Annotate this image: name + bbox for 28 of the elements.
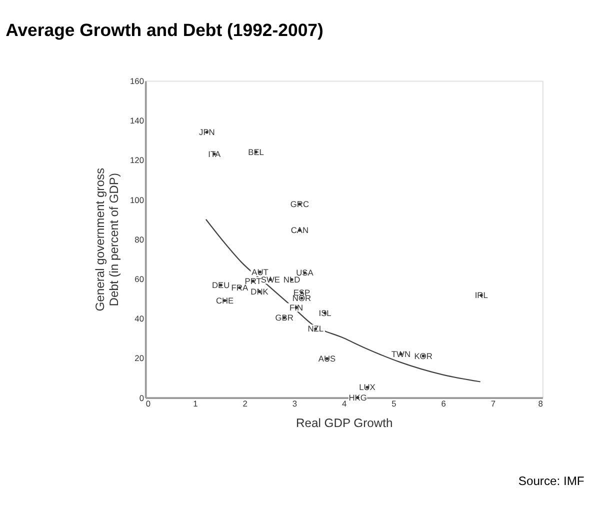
y-tick-label: 60 xyxy=(134,274,144,284)
x-tick-label: 6 xyxy=(441,398,446,408)
y-tick-label: 20 xyxy=(134,353,144,364)
x-tick-label: 5 xyxy=(392,398,397,408)
data-label: GBR xyxy=(275,312,294,322)
chart-title: Average Growth and Debt (1992-2007) xyxy=(6,20,324,40)
y-tick-label: 40 xyxy=(134,314,144,324)
x-axis-title: Real GDP Growth xyxy=(296,416,393,430)
x-tick-label: 0 xyxy=(146,398,151,408)
data-label: KOR xyxy=(414,350,432,361)
data-label: TWN xyxy=(391,348,411,359)
x-tick-label: 4 xyxy=(342,398,348,408)
x-tick-label: 1 xyxy=(193,398,198,408)
x-tick-label: 2 xyxy=(242,398,248,408)
y-axis-title: General government gross Debt (in percent of GDP) xyxy=(92,168,121,312)
source-note: Source: IMF xyxy=(518,474,584,488)
y-tick-label: 160 xyxy=(130,76,144,86)
y-tick-label: 140 xyxy=(130,116,144,126)
data-label: AUS xyxy=(318,353,336,364)
x-tick-label: 3 xyxy=(292,398,298,408)
data-label: LUX xyxy=(359,382,376,392)
y-tick-label: 120 xyxy=(130,155,144,166)
y-tick-label: 80 xyxy=(134,234,144,244)
y-tick-label: 100 xyxy=(130,194,144,205)
data-label: ITA xyxy=(208,148,221,159)
x-tick-label: 8 xyxy=(538,398,544,408)
data-label: DEU xyxy=(212,280,230,290)
x-tick-label: 7 xyxy=(490,398,496,408)
